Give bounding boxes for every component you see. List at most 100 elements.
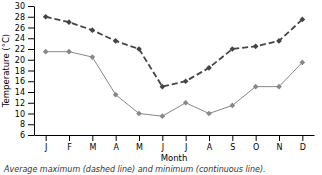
tick-label: 18: [15, 67, 25, 76]
marker: [43, 49, 49, 55]
tick-mark: [28, 17, 34, 18]
tick-label: M: [136, 143, 143, 152]
marker: [66, 19, 72, 25]
tick-label: 8: [20, 120, 25, 129]
tick: D: [300, 135, 306, 152]
marker: [43, 14, 49, 20]
tick: A: [207, 135, 213, 152]
tick: 14: [15, 88, 34, 97]
tick-label: O: [253, 143, 259, 152]
tick-mark: [28, 81, 34, 82]
tick-label: 16: [15, 77, 25, 86]
markers: [43, 49, 305, 119]
chart: JFMAMJJASOND681012141618202224262830Mont…: [0, 0, 322, 175]
tick-label: 22: [15, 45, 25, 54]
tick-mark: [69, 135, 70, 141]
tick-mark: [302, 135, 303, 141]
line: [46, 17, 303, 87]
tick: 28: [15, 13, 34, 22]
marker: [183, 78, 189, 84]
tick-label: 24: [15, 34, 25, 43]
tick-mark: [28, 71, 34, 72]
tick: 18: [15, 67, 34, 76]
tick: 30: [15, 2, 34, 11]
tick: O: [253, 135, 259, 152]
markers: [43, 14, 305, 90]
marker: [160, 84, 166, 90]
tick-label: 12: [15, 99, 25, 108]
y-axis-title: Temperature (°C): [1, 34, 11, 108]
tick: 16: [15, 77, 34, 86]
tick-mark: [28, 92, 34, 93]
line: [46, 52, 303, 117]
tick-label: N: [277, 143, 283, 152]
tick-label: J: [184, 143, 187, 152]
marker: [253, 43, 259, 49]
tick-mark: [279, 135, 280, 141]
tick-label: J: [161, 143, 164, 152]
x-axis-title: Month: [161, 153, 188, 163]
marker: [206, 65, 212, 71]
chart-container: JFMAMJJASOND681012141618202224262830Mont…: [0, 0, 322, 175]
tick-mark: [28, 38, 34, 39]
tick-label: A: [207, 143, 213, 152]
marker: [276, 38, 282, 44]
tick-mark: [92, 135, 93, 141]
y-axis: 681012141618202224262830: [15, 2, 35, 140]
tick-mark: [28, 6, 34, 7]
tick-mark: [28, 124, 34, 125]
marker: [276, 84, 282, 90]
marker: [230, 46, 236, 52]
tick: M: [89, 135, 96, 152]
marker: [160, 113, 166, 119]
tick-label: J: [44, 143, 47, 152]
marker: [300, 60, 306, 66]
marker: [90, 54, 96, 60]
marker: [300, 17, 306, 23]
plot-area: [43, 14, 305, 119]
tick: 12: [15, 99, 34, 108]
tick-mark: [186, 135, 187, 141]
tick-label: D: [300, 143, 306, 152]
labels: Month Temperature (°C) Average maximum (da…: [1, 34, 266, 174]
tick-label: 30: [15, 2, 25, 11]
x-axis: JFMAMJJASOND: [35, 135, 315, 152]
tick-label: M: [89, 143, 96, 152]
tick: 8: [20, 120, 34, 129]
marker: [136, 46, 142, 52]
marker: [230, 103, 236, 109]
tick: 20: [15, 56, 34, 65]
tick-mark: [28, 49, 34, 50]
marker: [113, 92, 119, 98]
tick: F: [67, 135, 72, 152]
tick-label: 26: [15, 24, 25, 33]
caption: Average maximum (dashed line) and minimu…: [3, 165, 266, 174]
marker: [206, 111, 212, 117]
tick: N: [277, 135, 283, 152]
tick-mark: [28, 135, 34, 136]
tick-mark: [28, 60, 34, 61]
tick: J: [161, 135, 164, 152]
tick-label: 10: [15, 110, 25, 119]
tick-mark: [28, 103, 34, 104]
tick-mark: [162, 135, 163, 141]
tick: J: [184, 135, 187, 152]
tick-label: 14: [15, 88, 25, 97]
tick: A: [113, 135, 119, 152]
tick-label: 20: [15, 56, 25, 65]
tick: J: [44, 135, 47, 152]
marker: [183, 100, 189, 106]
tick-label: A: [113, 143, 119, 152]
tick-label: 28: [15, 13, 25, 22]
tick-mark: [139, 135, 140, 141]
tick: 6: [20, 131, 34, 140]
marker: [113, 38, 119, 44]
axis-line: [34, 7, 35, 136]
tick-mark: [28, 114, 34, 115]
marker: [90, 27, 96, 33]
tick: M: [136, 135, 143, 152]
tick-label: F: [67, 143, 72, 152]
tick-label: 6: [20, 131, 25, 140]
tick-mark: [46, 135, 47, 141]
axis-line: [35, 135, 315, 136]
